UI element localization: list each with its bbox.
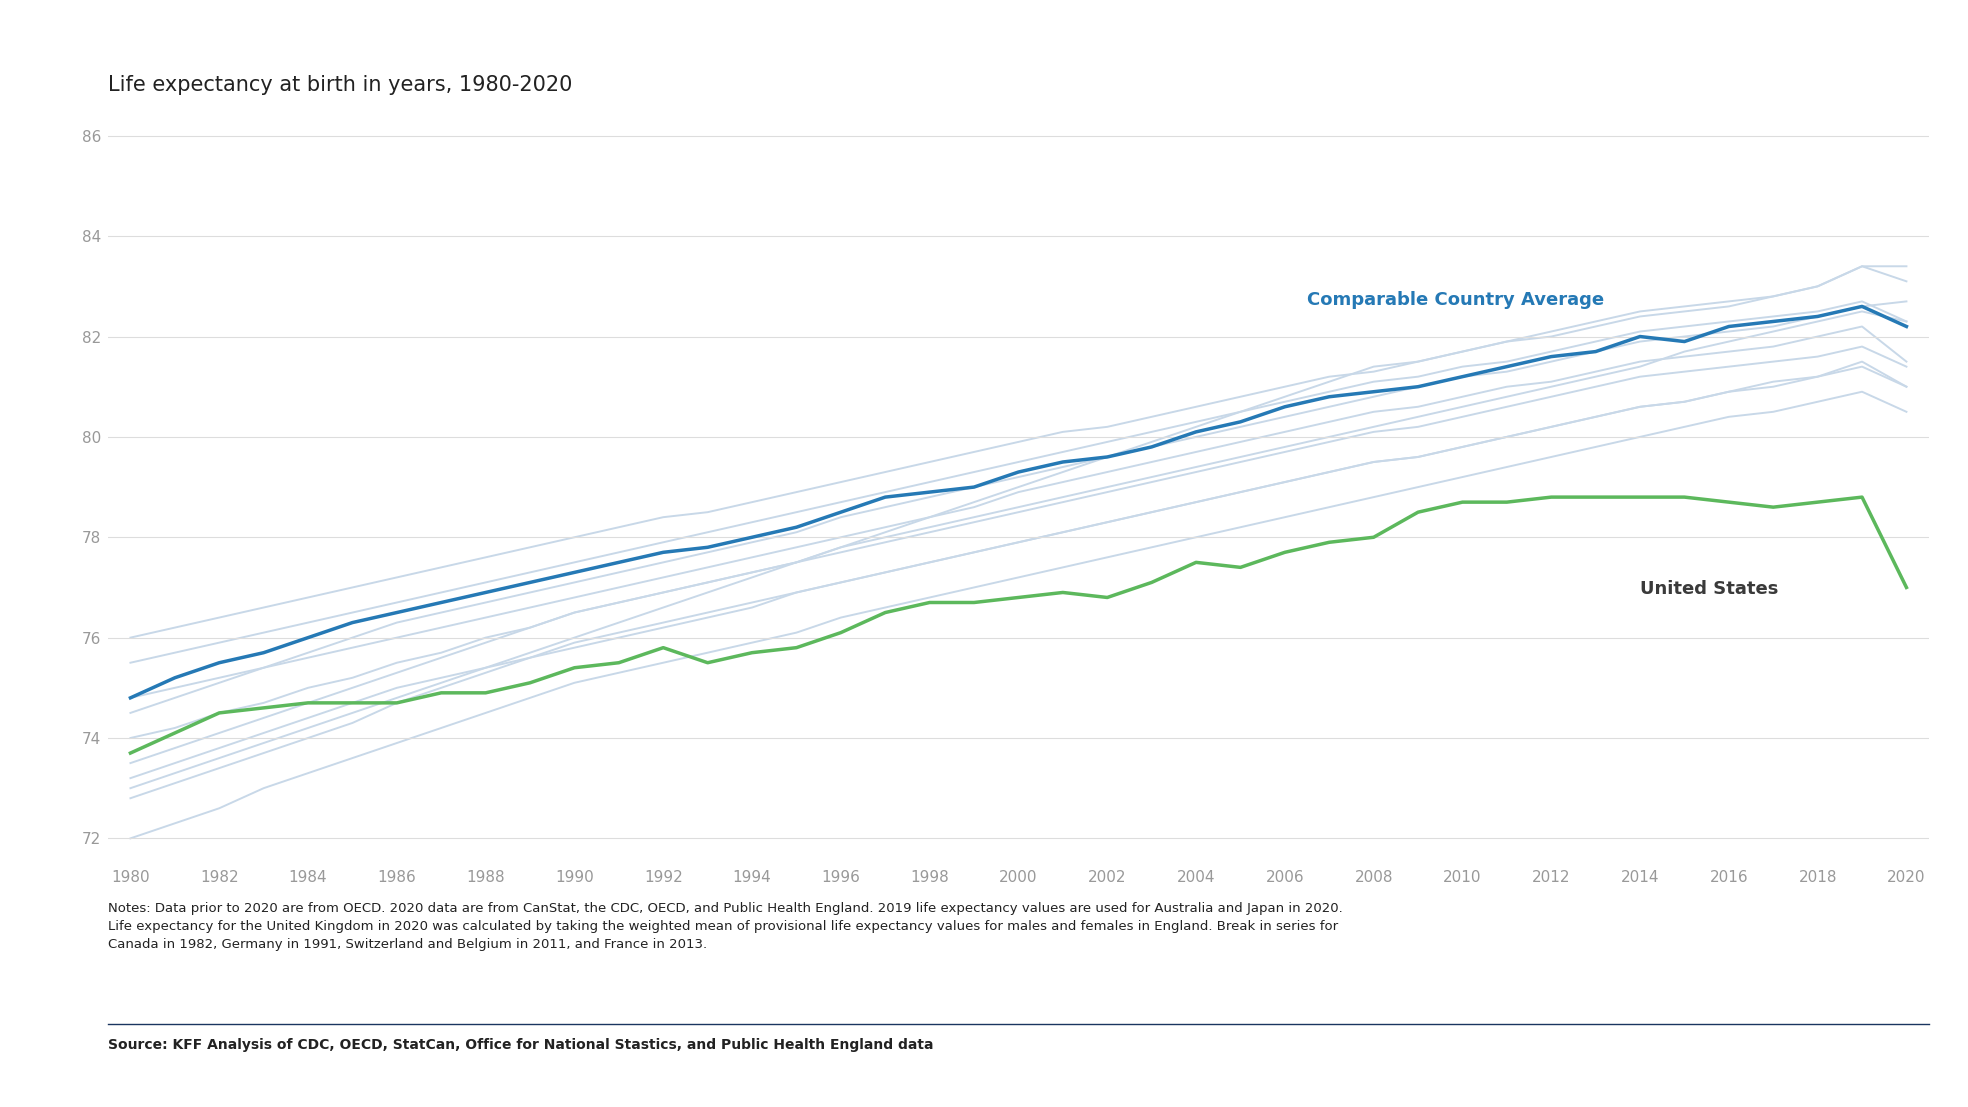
- Text: Source: KFF Analysis of CDC, OECD, StatCan, Office for National Stastics, and Pu: Source: KFF Analysis of CDC, OECD, StatC…: [108, 1038, 933, 1053]
- Text: Life expectancy at birth in years, 1980-2020: Life expectancy at birth in years, 1980-…: [108, 75, 573, 95]
- Text: United States: United States: [1639, 580, 1779, 598]
- Text: Comparable Country Average: Comparable Country Average: [1307, 291, 1604, 309]
- Text: Notes: Data prior to 2020 are from OECD. 2020 data are from CanStat, the CDC, OE: Notes: Data prior to 2020 are from OECD.…: [108, 902, 1342, 951]
